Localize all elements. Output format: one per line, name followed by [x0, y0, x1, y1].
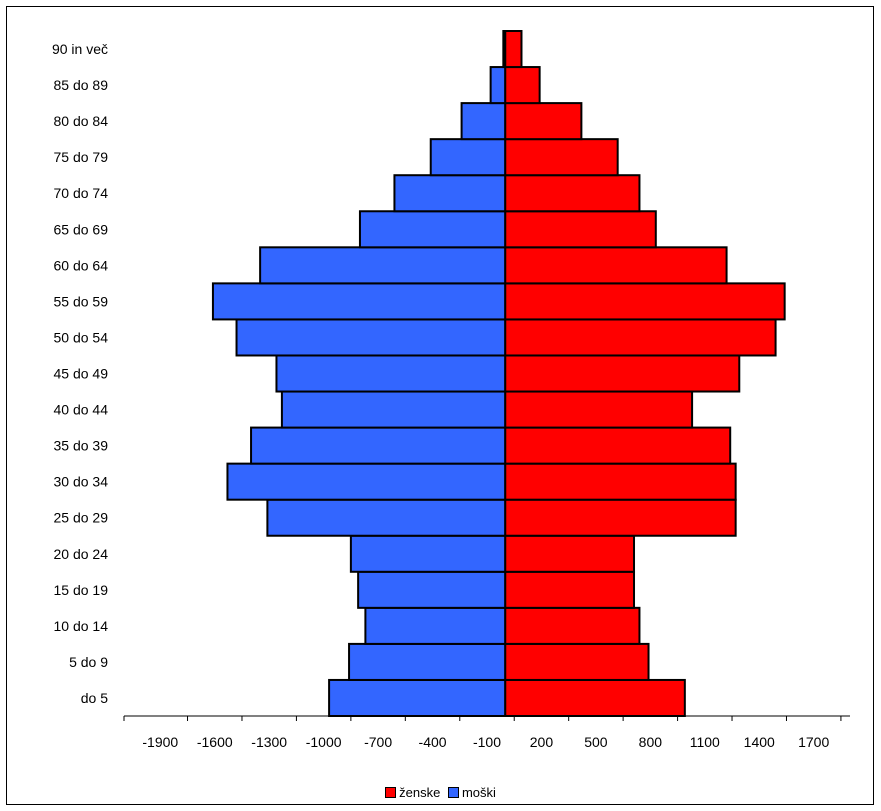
x-tick-label-4: -700 [364, 734, 392, 750]
bar-zenske-0 [504, 678, 686, 718]
x-tick-label-6: -100 [473, 734, 501, 750]
bars-group [211, 30, 786, 718]
category-label-13: 65 do 69 [54, 221, 109, 237]
x-tick-label-9: 800 [639, 734, 663, 750]
category-labels: do 5 5 do 9 10 do 14 15 do 19 20 do 24 25 do … [52, 41, 108, 706]
x-tick-label-5: -400 [419, 734, 447, 750]
x-tick-label-10: 1100 [690, 734, 720, 750]
bar-zenske-1 [504, 642, 650, 681]
legend-item-moski: moški [447, 785, 496, 800]
category-label-18: 90 in več [52, 41, 108, 57]
category-label-12: 60 do 64 [54, 257, 109, 273]
category-label-16: 80 do 84 [54, 113, 109, 129]
bar-moski-15 [429, 138, 507, 177]
legend-swatch-zenske [385, 787, 397, 798]
legend-label-zenske: ženske [399, 785, 441, 800]
legend-swatch-moski [447, 787, 459, 798]
bar-moski-11 [211, 282, 507, 321]
category-label-15: 75 do 79 [54, 149, 109, 165]
bar-zenske-2 [504, 606, 641, 645]
category-label-2: 10 do 14 [54, 618, 109, 634]
bar-moski-2 [364, 606, 507, 645]
category-label-1: 5 do 9 [69, 654, 108, 670]
bar-zenske-7 [504, 426, 732, 465]
bar-zenske-5 [504, 498, 737, 537]
bar-zenske-10 [504, 318, 777, 357]
x-axis: -1900 -1600 -1300 -1000 -700 -400 -100 200 500 80… [123, 31, 850, 750]
category-label-5: 25 do 29 [54, 510, 109, 526]
bar-moski-0 [328, 678, 507, 718]
x-tick-label-8: 500 [584, 734, 608, 750]
x-tick-label-7: 200 [530, 734, 554, 750]
bar-zenske-9 [504, 354, 741, 393]
bar-moski-10 [235, 318, 507, 357]
bar-moski-5 [266, 498, 507, 537]
category-label-0: do 5 [81, 690, 108, 706]
bar-moski-17 [489, 66, 507, 105]
category-label-9: 45 do 49 [54, 366, 109, 382]
bar-moski-12 [259, 246, 507, 285]
bar-zenske-18 [504, 30, 523, 69]
bar-zenske-8 [504, 390, 694, 429]
bar-zenske-6 [504, 462, 737, 501]
bar-zenske-13 [504, 210, 657, 249]
bar-moski-6 [226, 462, 507, 501]
legend-item-zenske: ženske [385, 785, 440, 800]
legend-label-moski: moški [461, 785, 496, 800]
x-tick-label-1: -1600 [197, 734, 233, 750]
bar-zenske-12 [504, 246, 728, 285]
bar-moski-4 [349, 534, 507, 573]
category-label-11: 55 do 59 [54, 293, 109, 309]
legend: ženske moški [0, 785, 881, 801]
bar-moski-14 [393, 174, 507, 213]
x-tick-label-12: 1700 [798, 734, 829, 750]
bar-moski-9 [275, 354, 507, 393]
category-label-8: 40 do 44 [54, 402, 109, 418]
bar-zenske-4 [504, 534, 636, 573]
bar-moski-1 [348, 642, 507, 681]
x-tick-label-3: -1000 [306, 734, 342, 750]
bar-moski-13 [358, 210, 507, 249]
category-label-6: 30 do 34 [54, 474, 109, 490]
category-label-7: 35 do 39 [54, 438, 109, 454]
category-label-14: 70 do 74 [54, 185, 109, 201]
category-label-4: 20 do 24 [54, 546, 109, 562]
category-label-17: 85 do 89 [54, 77, 109, 93]
bar-zenske-16 [504, 102, 583, 141]
bar-zenske-3 [504, 570, 636, 609]
x-tick-label-11: 1400 [744, 734, 775, 750]
bar-moski-8 [280, 390, 507, 429]
category-label-3: 15 do 19 [54, 582, 109, 598]
bar-moski-7 [250, 426, 507, 465]
bar-zenske-14 [504, 174, 641, 213]
bar-zenske-17 [504, 66, 541, 105]
bar-moski-3 [357, 570, 507, 609]
bar-moski-16 [460, 102, 507, 141]
x-tick-label-0: -1900 [142, 734, 178, 750]
category-label-10: 50 do 54 [54, 329, 109, 345]
bar-zenske-15 [504, 138, 619, 177]
bar-zenske-11 [504, 282, 786, 321]
x-tick-label-2: -1300 [251, 734, 287, 750]
